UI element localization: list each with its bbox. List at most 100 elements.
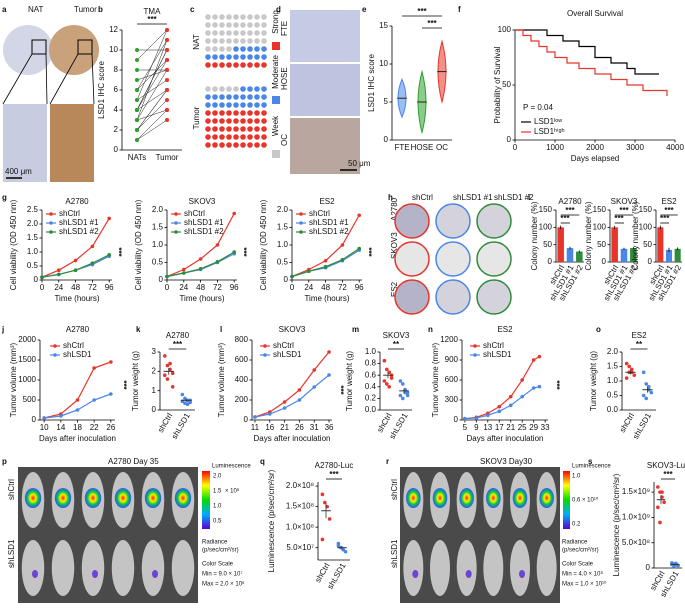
pair-line <box>136 109 168 121</box>
point <box>135 58 139 62</box>
waffle-dot <box>254 30 260 36</box>
waffle-dot <box>226 46 232 52</box>
waffle-dot <box>261 126 267 132</box>
point <box>398 379 403 383</box>
point <box>520 378 524 382</box>
waffle-dot <box>247 54 253 60</box>
annotation: *** <box>119 380 128 390</box>
panel-letter: e <box>362 5 367 14</box>
point <box>463 416 467 421</box>
plate <box>394 203 430 239</box>
point <box>357 213 362 218</box>
waffle-dot <box>240 110 246 116</box>
signal <box>465 570 472 578</box>
x-tick-label: 96 <box>355 283 364 292</box>
panel-letter: p <box>2 457 7 466</box>
signal <box>174 488 192 508</box>
waffle-dot <box>212 126 218 132</box>
point <box>135 138 139 142</box>
waffle-dot <box>261 22 267 28</box>
plate-grid <box>394 203 512 315</box>
point <box>165 118 169 122</box>
y-tick-label: 1.5 <box>277 223 289 232</box>
waffle-dot <box>247 102 253 108</box>
waffle-dot <box>254 38 260 44</box>
image-label: OC <box>280 134 289 146</box>
mouse <box>141 540 165 596</box>
annotation: *** <box>329 470 339 479</box>
y-tick-label: 6 <box>114 85 119 94</box>
image-label: Tumor <box>74 5 97 14</box>
mouse <box>430 540 450 596</box>
y-tick-label: 400 <box>235 375 249 384</box>
legend-label: shLSD1 <box>273 350 302 359</box>
series-line <box>41 254 110 278</box>
bar <box>557 227 564 262</box>
annotation: *** <box>427 19 437 28</box>
zoom-box <box>31 39 47 55</box>
point <box>624 361 629 366</box>
signal <box>459 488 474 508</box>
y-axis-label: Cell viability (OD 450 nm) <box>134 199 143 290</box>
waffle-dot <box>247 30 253 36</box>
y-tick-label: 1500 <box>18 355 36 364</box>
annotation: *** <box>552 380 561 390</box>
waffle-dot <box>247 22 253 28</box>
scale-note: (p/sec/cm²/sr) <box>202 548 239 554</box>
x-tick-label: 14 <box>56 423 65 432</box>
legend-label: shLSD1 #2 <box>59 227 99 236</box>
x-tick-label: FTE <box>394 143 409 152</box>
x-tick-label: 31 <box>310 423 319 432</box>
point <box>401 382 405 386</box>
point <box>163 373 167 378</box>
point <box>165 58 169 62</box>
legend-label: shCtrl <box>273 341 294 350</box>
panel-letter: o <box>596 325 601 334</box>
chart-title: ES2 <box>631 331 647 340</box>
y-tick-label: 800 <box>235 335 249 344</box>
point <box>183 396 187 401</box>
panel-letter: s <box>588 457 593 466</box>
waffle-dot <box>233 86 239 92</box>
x-tick-label: 96 <box>230 283 239 292</box>
point <box>282 400 287 404</box>
row-label: shCtrl <box>390 479 399 500</box>
bar <box>674 248 681 262</box>
row-label: A2780 <box>390 197 399 221</box>
waffle-dot <box>226 22 232 28</box>
waffle-dot <box>240 126 246 132</box>
y-tick-label: 1.0 <box>27 247 39 256</box>
imaging-panel <box>18 467 198 603</box>
legend-swatch <box>272 96 280 104</box>
point <box>198 267 203 271</box>
x-tick-label: 24 <box>304 283 313 292</box>
waffle-dot <box>261 14 267 20</box>
mouse <box>403 540 424 596</box>
annotation: *** <box>560 214 570 223</box>
waffle-dot <box>205 102 211 108</box>
waffle-dot <box>219 38 225 44</box>
waffle-dot <box>212 134 218 140</box>
tissue-core <box>3 25 53 75</box>
waffle-dot <box>233 142 239 148</box>
signal <box>114 488 132 508</box>
waffle-dot <box>240 134 246 140</box>
y-tick-label: 2 <box>152 366 157 375</box>
waffle-dot <box>212 118 218 124</box>
waffle-dot <box>212 86 218 92</box>
waffle-dot <box>219 94 225 100</box>
scale-tick: 2.0 <box>213 474 222 480</box>
pair-line <box>136 39 168 91</box>
y-tick-label: 50 <box>543 240 552 249</box>
point <box>357 246 362 251</box>
signal <box>92 570 98 578</box>
image-title: A2780 Day 35 <box>108 457 159 466</box>
waffle-dot <box>254 54 260 60</box>
waffle-dot <box>261 54 267 60</box>
waffle-dot <box>226 14 232 20</box>
waffle-dot <box>226 102 232 108</box>
panel-letter: l <box>220 325 222 334</box>
x-tick-label: 26 <box>295 423 304 432</box>
signal <box>24 488 42 508</box>
waffle-dot <box>205 118 211 124</box>
